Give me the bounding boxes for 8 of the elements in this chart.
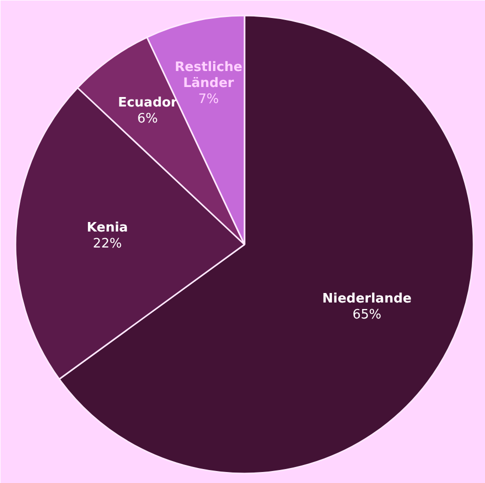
- slice-label: Ecuador: [118, 96, 178, 111]
- slice-label: Kenia: [86, 220, 128, 236]
- slice-label: Restliche Länder: [174, 60, 242, 92]
- data-label: 65%: [352, 307, 382, 322]
- slice-label: Niederlande: [322, 291, 412, 306]
- data-label: 6%: [137, 112, 158, 127]
- data-label: 22%: [92, 236, 122, 252]
- data-label: 7%: [198, 92, 219, 108]
